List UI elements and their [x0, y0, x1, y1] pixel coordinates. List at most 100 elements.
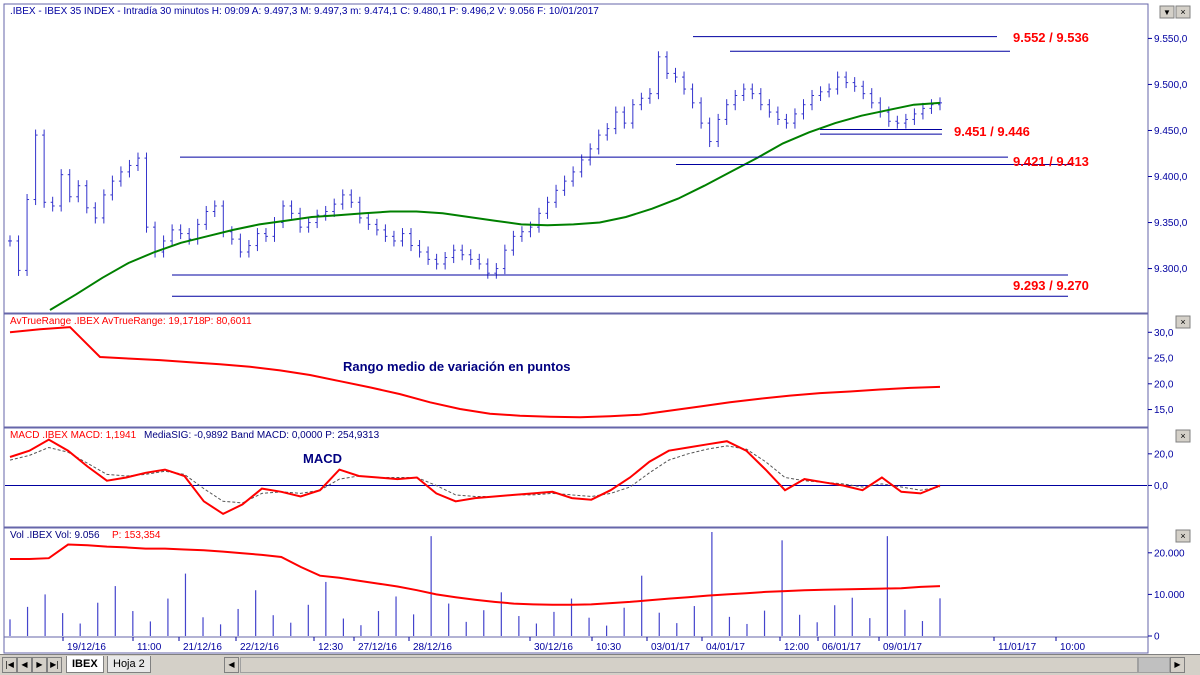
price-bar: [383, 224, 388, 242]
price-bar: [426, 246, 431, 265]
price-bar: [443, 252, 448, 270]
macd-label: MACD: [303, 451, 342, 466]
window-menu-button[interactable]: [1159, 5, 1175, 19]
vol-panel-close-button[interactable]: [1175, 529, 1191, 543]
macd-panel-frame: [3, 427, 1149, 528]
price-bar: [281, 200, 286, 229]
first-icon: |◀: [5, 660, 14, 669]
atr-y-tick-label: 25,0: [1154, 354, 1174, 365]
first-sheet-button[interactable]: |◀: [2, 657, 17, 673]
price-bar: [835, 71, 840, 95]
price-bar: [639, 92, 644, 111]
atr-plot: [9, 326, 941, 419]
price-bar: [144, 152, 149, 233]
vol-panel-frame: [3, 527, 1149, 638]
price-plot: [8, 36, 1072, 311]
x-tick-label: 04/01/17: [706, 642, 745, 653]
atr-header-p: P: 80,6011: [204, 316, 252, 327]
price-bar: [810, 89, 815, 111]
price-bar: [298, 207, 303, 233]
price-bar: [118, 166, 123, 187]
window-close-button[interactable]: [1175, 5, 1191, 19]
price-bar: [494, 263, 499, 279]
price-y-tick-label: 9.300,0: [1154, 264, 1188, 275]
price-panel-frame: [3, 3, 1149, 314]
atr-panel-frame: [3, 313, 1149, 428]
price-bar: [579, 154, 584, 178]
price-bar: [613, 106, 618, 135]
price-bar: [59, 169, 64, 212]
atr-panel-close-button[interactable]: [1175, 315, 1191, 329]
scroll-right-button[interactable]: ▶: [1170, 657, 1185, 673]
time-axis-frame: [3, 636, 1149, 654]
tab-ibex[interactable]: IBEX: [66, 656, 104, 673]
price-bar: [920, 102, 925, 120]
price-bar: [818, 86, 823, 102]
macd-plot: [5, 438, 1147, 516]
price-bar: [67, 169, 72, 203]
axes: 9.550,0 9.500,0 9.450,0 9.400,0 9.350,0 9.300…: [62, 34, 1188, 653]
horizontal-scrollbar[interactable]: [240, 657, 1138, 673]
price-bar: [374, 218, 379, 236]
price-bar: [690, 83, 695, 109]
level-label-9293-9270: 9.293 / 9.270: [1013, 278, 1089, 293]
price-bar: [784, 113, 789, 129]
price-bar: [238, 233, 243, 258]
atr-y-tick-label: 15,0: [1154, 405, 1174, 416]
price-bar: [332, 198, 337, 218]
last-sheet-button[interactable]: ▶|: [47, 657, 62, 673]
tab-hoja-2[interactable]: Hoja 2: [107, 656, 151, 673]
price-bar: [289, 200, 294, 219]
x-tick-label: 10:00: [1060, 642, 1085, 653]
price-bar: [417, 240, 422, 258]
price-bar: [554, 184, 559, 208]
price-bar: [895, 115, 900, 129]
x-tick-label: 03/01/17: [651, 642, 690, 653]
price-bar: [460, 244, 465, 261]
price-bar: [263, 228, 268, 242]
price-bar: [707, 117, 712, 148]
price-panel-header: .IBEX - IBEX 35 INDEX - Intradía 30 minu…: [10, 6, 599, 17]
atr-header-name: AvTrueRange .IBEX AvTrueRange: 19,1718: [10, 316, 205, 327]
x-tick-label: 28/12/16: [413, 642, 452, 653]
price-bar: [306, 217, 311, 233]
close-icon: ×: [1180, 7, 1185, 17]
vol-y-tick-label: 0: [1154, 632, 1160, 643]
price-bar: [682, 71, 687, 95]
close-icon: ×: [1180, 431, 1185, 441]
price-bar: [929, 99, 934, 114]
price-bar: [741, 83, 746, 102]
price-bar: [733, 89, 738, 111]
price-bar: [656, 51, 661, 100]
next-icon: ▶: [36, 660, 43, 669]
price-bar: [767, 99, 772, 118]
level-label-9421-9413: 9.421 / 9.413: [1013, 154, 1089, 169]
scroll-thumb[interactable]: [1138, 657, 1170, 673]
volume-average-line: [10, 543, 941, 606]
price-bar: [852, 77, 857, 92]
macd-panel-close-button[interactable]: [1175, 429, 1191, 443]
atr-label: Rango medio de variación en puntos: [343, 359, 571, 374]
price-bar: [716, 113, 721, 148]
x-tick-label: 12:30: [318, 642, 343, 653]
atr-line: [9, 326, 941, 419]
price-bar: [605, 123, 610, 141]
price-bar: [827, 83, 832, 98]
price-bar: [861, 80, 866, 100]
price-bar: [349, 189, 354, 208]
price-bar: [545, 196, 550, 219]
price-bar: [409, 228, 414, 252]
price-bar: [42, 129, 47, 208]
price-bar: [844, 71, 849, 89]
macd-y-tick-label: 20,0: [1154, 449, 1174, 460]
price-bar: [50, 196, 55, 212]
price-bar: [161, 235, 166, 258]
price-bar: [101, 189, 106, 224]
price-bar: [596, 129, 601, 155]
close-icon: ×: [1180, 317, 1185, 327]
atr-y-tick-label: 20,0: [1154, 379, 1174, 390]
prev-sheet-button[interactable]: ◀: [17, 657, 32, 673]
price-bar: [357, 196, 362, 224]
next-sheet-button[interactable]: ▶: [32, 657, 47, 673]
scroll-left-button[interactable]: ◀: [224, 657, 239, 673]
